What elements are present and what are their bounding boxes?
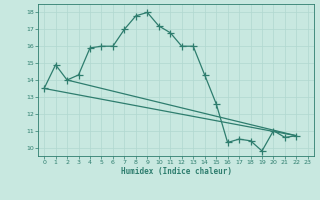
X-axis label: Humidex (Indice chaleur): Humidex (Indice chaleur) — [121, 167, 231, 176]
